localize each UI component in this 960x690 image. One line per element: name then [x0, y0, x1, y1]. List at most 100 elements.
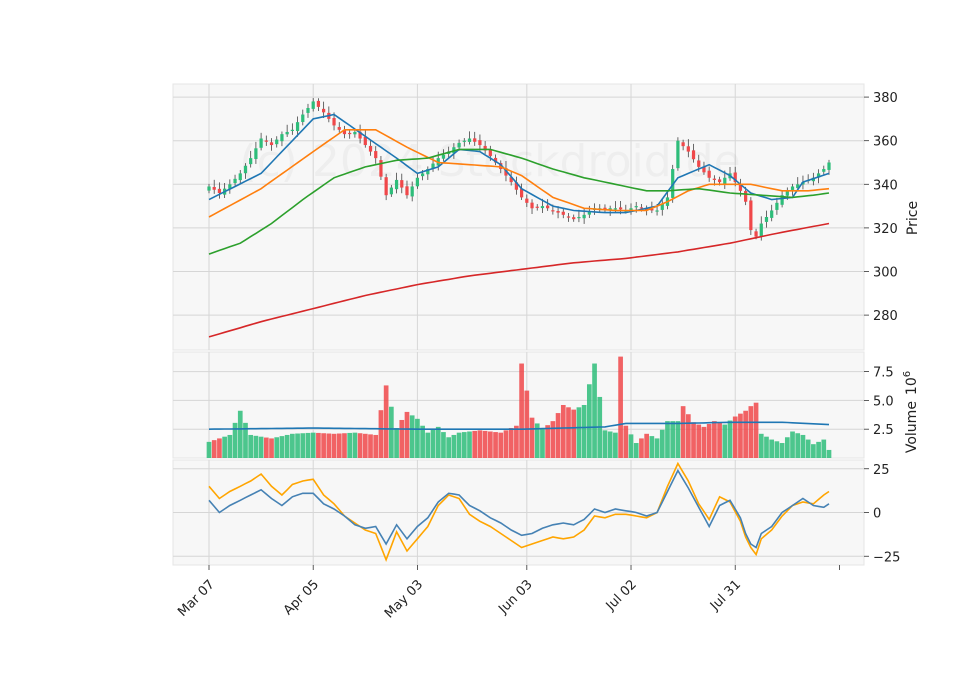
volume-bar-up [581, 405, 587, 458]
candle-up [295, 122, 300, 132]
volume-bar-down [680, 406, 686, 458]
x-tick-label: Apr 05 [281, 577, 322, 618]
volume-bar-down [263, 437, 269, 458]
candle-down [358, 131, 362, 139]
candle-up [780, 195, 784, 205]
candle-up [759, 223, 763, 237]
candle-down [322, 108, 326, 113]
candle-down [749, 200, 753, 231]
candle-up [613, 208, 618, 210]
volume-bar-up [821, 439, 827, 458]
volume-bar-up [659, 429, 665, 458]
volume-bar-down [691, 422, 696, 458]
volume-bar-up [727, 420, 733, 458]
candle-down [337, 127, 341, 130]
volume-bar-down [748, 406, 754, 458]
x-tick-label: Mar 07 [175, 577, 218, 620]
candle-down [645, 208, 649, 211]
price-y-tick-label: 320 [873, 222, 898, 237]
candle-down [384, 177, 388, 196]
volume-bar-down [644, 433, 649, 458]
candle-up [311, 101, 315, 109]
volume-bar-down [488, 431, 493, 458]
volume-bar-down [545, 425, 550, 458]
candle-up [764, 217, 769, 222]
candle-down [525, 198, 529, 203]
candle-down [556, 210, 560, 213]
volume-bar-up [279, 436, 285, 458]
candle-up [426, 169, 430, 175]
volume-bar-up [607, 431, 613, 458]
volume-axis-label-text: Volume [904, 401, 920, 453]
candle-up [676, 140, 680, 169]
volume-bar-down [524, 390, 530, 458]
candle-up [415, 177, 420, 187]
series-line-1 [208, 421, 830, 430]
candle-up [353, 131, 357, 135]
volume-bar-up [227, 434, 233, 458]
volume-moving-average [208, 421, 830, 430]
volume-bar-down [482, 430, 488, 458]
series-line-2 [208, 468, 830, 549]
candle-up [629, 208, 633, 211]
x-axis: Mar 07 Apr 05 May 03 Jun 03 Jul 02 Jul 31 [175, 565, 840, 621]
candle-down [509, 177, 513, 183]
candle-down [332, 117, 336, 126]
candle-down [368, 145, 373, 152]
candle-down [379, 160, 383, 177]
candle-down [546, 205, 550, 209]
candle-down [702, 166, 706, 173]
volume-bar-down [378, 410, 384, 458]
volume-bar-up [675, 421, 681, 458]
candle-down [499, 163, 503, 170]
candle-down [483, 145, 487, 151]
volume-bar-down [529, 417, 535, 458]
volume-bar-up [654, 438, 660, 458]
volume-bar-up [310, 432, 316, 458]
candle-up [816, 173, 821, 178]
candle-up [275, 139, 279, 145]
candle-down [697, 160, 701, 167]
candle-up [462, 140, 466, 142]
volume-bar-up [253, 435, 259, 458]
candle-down [681, 142, 685, 147]
candle-up [660, 203, 664, 210]
volume-bar-down [217, 438, 222, 458]
volume-bar-up [274, 437, 280, 458]
volume-bar-up [284, 434, 290, 458]
candle-up [723, 177, 727, 185]
price-panel: (c) 2024 Stockdroid.de 280 300 320 340 360 38… [172, 83, 921, 351]
volume-bar-up [534, 423, 540, 458]
candle-down [493, 157, 498, 163]
volume-bar-down [701, 426, 707, 458]
candle-up [587, 211, 591, 215]
volume-bar-down [514, 425, 519, 458]
candle-up [811, 177, 815, 182]
series-line-1 [208, 461, 830, 563]
volume-bar-down [503, 430, 509, 458]
watermark: (c) 2024 Stockdroid.de [239, 136, 740, 187]
series-line-1 [208, 113, 830, 214]
candle-down [686, 146, 690, 152]
volume-bar-up [826, 449, 832, 458]
candle-down [566, 216, 571, 218]
candle-down [473, 138, 477, 142]
volume-bar-down [560, 405, 566, 458]
volume-bar-up [305, 432, 311, 458]
candle-up [796, 184, 800, 189]
candle-up [775, 202, 779, 210]
volume-bar-up [602, 430, 608, 458]
volume-y-tick-label: 7.5 [873, 366, 894, 381]
volume-bar-up [613, 432, 618, 458]
candle-down [316, 100, 321, 107]
volume-bar-up [222, 436, 227, 458]
volume-bar-down [362, 433, 368, 458]
volume-bar-down [717, 422, 722, 458]
oscillator-y-tick-label: 25 [873, 463, 890, 478]
oscillator-y-tick-label: 0 [873, 507, 881, 522]
volume-bar-up [237, 410, 243, 458]
volume-bar-down [472, 430, 478, 458]
candle-up [822, 169, 826, 172]
candle-down [269, 142, 274, 146]
oscillator-y-tick-label: −25 [873, 550, 900, 565]
